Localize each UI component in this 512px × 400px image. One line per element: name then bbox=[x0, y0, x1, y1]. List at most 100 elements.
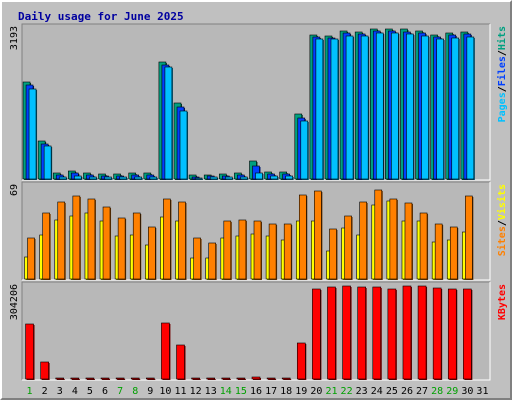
bar-sites-day-27 bbox=[419, 212, 429, 280]
bar-shadow bbox=[147, 379, 156, 380]
legend-separator: / bbox=[497, 86, 508, 92]
bar-sites-day-22 bbox=[344, 215, 353, 280]
bar-face bbox=[255, 172, 263, 180]
x-tick-day-26: 26 bbox=[401, 386, 413, 397]
bar-kbytes-day-13 bbox=[206, 377, 216, 380]
bar-kbytes-day-1 bbox=[25, 323, 35, 380]
bar-kbytes-day-11 bbox=[176, 344, 186, 380]
bar-pages-day-1 bbox=[28, 88, 38, 180]
x-tick-day-9: 9 bbox=[147, 386, 153, 397]
bar-kbytes-day-2 bbox=[40, 361, 50, 380]
bar-face bbox=[436, 38, 444, 180]
bar-face bbox=[466, 36, 475, 180]
bar-face bbox=[193, 237, 201, 280]
x-tick-day-22: 22 bbox=[341, 386, 353, 397]
bar-face bbox=[146, 377, 155, 380]
x-tick-day-24: 24 bbox=[371, 386, 383, 397]
bar-kbytes-day-24 bbox=[372, 286, 382, 380]
y-axis-legend: Sites/Visits bbox=[496, 184, 508, 256]
bar-face bbox=[179, 110, 188, 180]
bar-pages-day-7 bbox=[119, 176, 128, 180]
bar-sites-day-20 bbox=[314, 190, 323, 280]
bar-shadow bbox=[102, 379, 111, 380]
bar-pages-day-6 bbox=[104, 176, 113, 180]
bar-kbytes-day-20 bbox=[312, 288, 322, 380]
bar-sites-day-29 bbox=[449, 226, 459, 280]
x-tick-day-5: 5 bbox=[87, 386, 93, 397]
bar-shadow bbox=[283, 379, 292, 380]
bar-face bbox=[300, 120, 309, 180]
bar-kbytes-day-8 bbox=[130, 377, 141, 380]
bar-kbytes-day-5 bbox=[85, 377, 95, 380]
bar-face bbox=[465, 195, 473, 280]
bar-sites-day-8 bbox=[132, 212, 142, 280]
y-max-label: 304206 bbox=[9, 284, 20, 320]
legend-entry-hits: Hits bbox=[496, 26, 508, 50]
bar-face bbox=[208, 242, 217, 280]
bar-pages-day-3 bbox=[58, 176, 68, 180]
bar-sites-day-18 bbox=[283, 223, 293, 280]
bar-face bbox=[268, 223, 277, 280]
bar-face bbox=[221, 377, 231, 380]
bar-face bbox=[359, 201, 367, 280]
bar-pages-day-16 bbox=[255, 172, 264, 180]
bar-kbytes-day-12 bbox=[191, 377, 201, 380]
bar-face bbox=[329, 228, 337, 280]
bar-face bbox=[375, 32, 384, 180]
bar-face bbox=[115, 377, 125, 380]
bar-face bbox=[130, 377, 140, 380]
bar-face bbox=[100, 377, 110, 380]
bar-face bbox=[296, 342, 306, 380]
legend-entry-files: Files bbox=[496, 56, 508, 86]
y-axis-legend: Pages/Files/Hits bbox=[496, 26, 508, 122]
bar-face bbox=[285, 175, 293, 180]
bar-pages-day-26 bbox=[406, 33, 415, 180]
plot-area bbox=[22, 282, 490, 380]
bar-pages-day-14 bbox=[225, 176, 234, 180]
bar-shadow bbox=[192, 379, 201, 380]
x-tick-day-25: 25 bbox=[386, 386, 398, 397]
bar-kbytes-day-18 bbox=[281, 377, 292, 380]
bar-face bbox=[404, 202, 413, 280]
bar-kbytes-day-22 bbox=[342, 285, 352, 380]
bar-kbytes-day-23 bbox=[357, 286, 367, 380]
bar-pages-day-9 bbox=[149, 176, 158, 180]
x-tick-day-15: 15 bbox=[235, 386, 247, 397]
plot-bevel-dark bbox=[21, 23, 490, 180]
bar-face bbox=[270, 175, 278, 180]
bar-face bbox=[406, 33, 414, 180]
bar-face bbox=[117, 217, 126, 280]
bar-face bbox=[134, 176, 143, 180]
bar-kbytes-day-19 bbox=[296, 342, 307, 380]
x-tick-day-11: 11 bbox=[174, 386, 186, 397]
bar-kbytes-day-16 bbox=[251, 376, 261, 380]
bar-sites-day-26 bbox=[404, 202, 413, 280]
bar-pages-day-8 bbox=[134, 176, 143, 180]
x-tick-day-18: 18 bbox=[280, 386, 292, 397]
bar-kbytes-day-7 bbox=[115, 377, 126, 380]
bar-sites-day-13 bbox=[208, 242, 217, 280]
bar-face bbox=[327, 286, 336, 380]
bar-kbytes-day-21 bbox=[327, 286, 337, 380]
bar-sites-day-7 bbox=[117, 217, 127, 280]
bar-face bbox=[312, 288, 321, 380]
bar-face bbox=[402, 285, 412, 380]
bar-shadow bbox=[268, 379, 277, 380]
bar-sites-day-2 bbox=[42, 212, 51, 280]
bar-face bbox=[191, 377, 200, 380]
bar-shadow bbox=[132, 379, 141, 380]
bar-face bbox=[225, 176, 233, 180]
bar-face bbox=[206, 377, 216, 380]
bar-pages-day-28 bbox=[436, 38, 445, 180]
bar-face bbox=[387, 288, 397, 380]
bar-pages-day-10 bbox=[164, 66, 173, 180]
x-tick-day-14: 14 bbox=[220, 386, 232, 397]
bar-face bbox=[55, 377, 65, 380]
bar-face bbox=[149, 176, 158, 180]
x-tick-day-17: 17 bbox=[265, 386, 277, 397]
bar-kbytes-day-4 bbox=[70, 377, 80, 380]
bar-sites-day-25 bbox=[389, 198, 398, 280]
bar-face bbox=[161, 322, 170, 380]
bar-kbytes-day-26 bbox=[402, 285, 412, 380]
bar-face bbox=[240, 176, 248, 180]
